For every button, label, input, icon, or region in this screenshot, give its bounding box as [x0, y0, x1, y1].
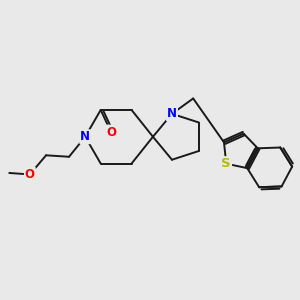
Text: N: N	[80, 130, 90, 143]
Text: O: O	[25, 168, 35, 181]
Text: N: N	[167, 107, 177, 120]
Text: S: S	[221, 157, 231, 170]
Text: O: O	[106, 126, 116, 139]
